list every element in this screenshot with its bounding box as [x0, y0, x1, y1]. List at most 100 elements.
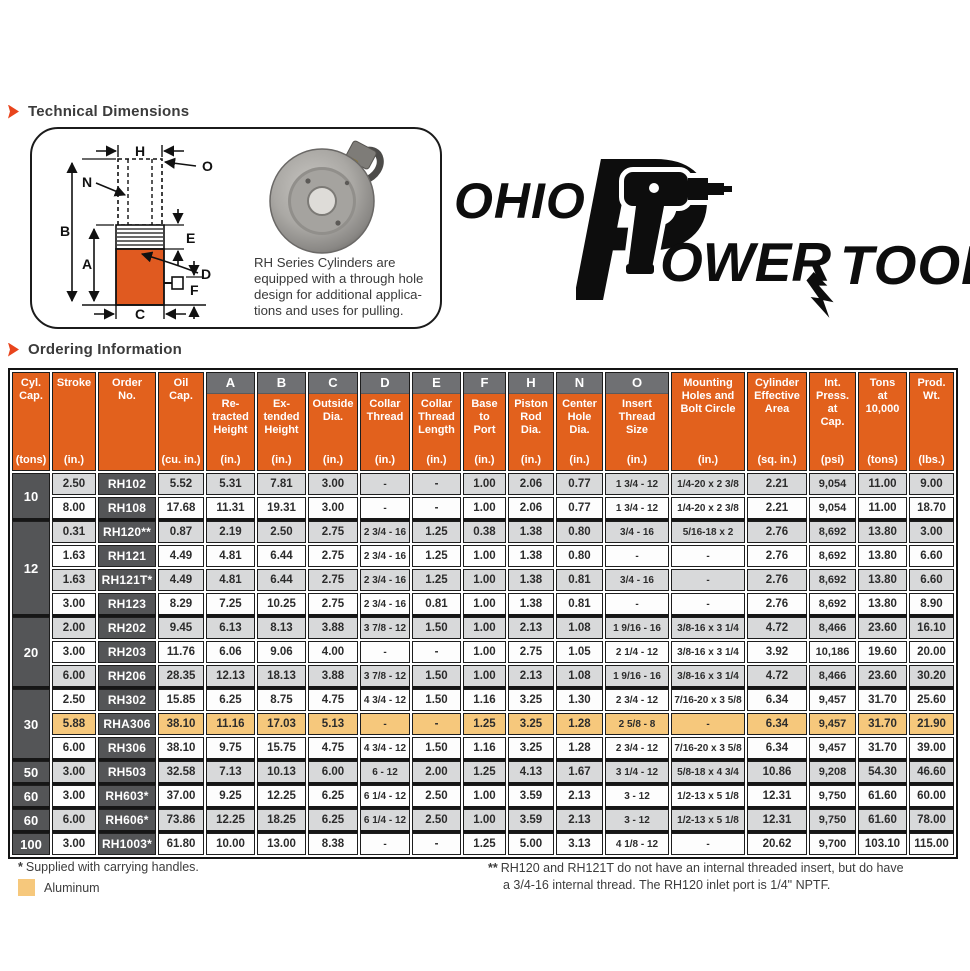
cell-cap: 100 [12, 833, 50, 855]
cell-cap: 30 [12, 689, 50, 759]
cell-mounting: 3/8-16 x 3 1/4 [671, 641, 745, 663]
cell-n: 0.81 [556, 593, 603, 615]
cell-press: 9,054 [809, 497, 856, 519]
aluminum-swatch [18, 879, 35, 896]
cell-f: 1.25 [463, 713, 506, 735]
cell-h: 5.00 [508, 833, 554, 855]
cell-o: 1 9/16 - 16 [605, 665, 669, 687]
svg-text:C: C [135, 306, 145, 322]
table-row: 1.63 RH121 4.49 4.81 6.44 2.75 2 3/4 - 16 1.25 1… [12, 545, 954, 567]
cell-a: 6.06 [206, 641, 255, 663]
footnotes-left: * Supplied with carrying handles. Aluminu… [18, 860, 199, 896]
cell-n: 0.81 [556, 569, 603, 591]
cell-area: 2.76 [747, 521, 807, 543]
cell-e: - [412, 473, 461, 495]
cell-area: 20.62 [747, 833, 807, 855]
cell-wt: 60.00 [909, 785, 954, 807]
cell-c: 5.13 [308, 713, 358, 735]
cell-oil: 0.87 [158, 521, 204, 543]
cell-press: 10,186 [809, 641, 856, 663]
table-row: 100 3.00 RH1003* 61.80 10.00 13.00 8.38- -1.25 5… [12, 833, 954, 855]
cell-stroke: 1.63 [52, 545, 96, 567]
cell-e: 2.50 [412, 785, 461, 807]
cell-o: - [605, 545, 669, 567]
cell-stroke: 3.00 [52, 833, 96, 855]
cell-e: 1.25 [412, 545, 461, 567]
cell-stroke: 5.88 [52, 713, 96, 735]
table-row: 5.88 RHA306 38.10 11.16 17.03 5.13- -1.25 3.25 1… [12, 713, 954, 735]
cell-h: 1.38 [508, 569, 554, 591]
cell-tons: 31.70 [858, 713, 907, 735]
cell-mounting: - [671, 593, 745, 615]
cell-tons: 31.70 [858, 689, 907, 711]
cell-order: RH203 [98, 641, 156, 663]
cell-mounting: 5/8-18 x 4 3/4 [671, 761, 745, 783]
cell-d: 3 7/8 - 12 [360, 617, 410, 639]
cell-o: 1 9/16 - 16 [605, 617, 669, 639]
svg-text:B: B [60, 223, 70, 239]
cell-tons: 23.60 [858, 665, 907, 687]
col-header-wt: Prod. Wt. (lbs.) [909, 372, 954, 471]
cell-e: 1.50 [412, 689, 461, 711]
cell-d: 2 3/4 - 16 [360, 521, 410, 543]
cell-area: 12.31 [747, 785, 807, 807]
col-letter-o: O [606, 373, 668, 394]
cell-d: 6 - 12 [360, 761, 410, 783]
cell-stroke: 2.50 [52, 689, 96, 711]
cell-cap: 10 [12, 473, 50, 519]
cell-wt: 21.90 [909, 713, 954, 735]
table-row: 10 2.50 RH102 5.52 5.31 7.81 3.00- -1.00 2.06 0.7… [12, 473, 954, 519]
cell-a: 4.81 [206, 545, 255, 567]
cell-wt: 78.00 [909, 809, 954, 831]
cell-oil: 8.29 [158, 593, 204, 615]
cell-area: 10.86 [747, 761, 807, 783]
cell-f: 1.00 [463, 665, 506, 687]
cell-c: 8.38 [308, 833, 358, 855]
svg-text:D: D [201, 266, 211, 282]
footnote-double-asterisk: ** [488, 861, 498, 875]
table-header-row: Cyl. Cap. (tons) Stroke (in.) Order No. Oil C… [12, 372, 954, 471]
cell-area: 6.34 [747, 689, 807, 711]
cell-a: 4.81 [206, 569, 255, 591]
cell-c: 2.75 [308, 545, 358, 567]
cell-b: 8.75 [257, 689, 306, 711]
cell-b: 10.13 [257, 761, 306, 783]
cell-n: 1.05 [556, 641, 603, 663]
cell-wt: 16.10 [909, 617, 954, 639]
col-header-oil: Oil Cap. (cu. in.) [158, 372, 204, 471]
cell-d: 2 3/4 - 16 [360, 545, 410, 567]
cell-tons: 13.80 [858, 545, 907, 567]
cell-c: 2.75 [308, 593, 358, 615]
col-header-a: A Re- tracted Height (in.) [206, 372, 255, 471]
cell-cap: 20 [12, 617, 50, 687]
cell-n: 1.08 [556, 665, 603, 687]
cell-cap: 60 [12, 785, 50, 807]
cell-area: 2.21 [747, 473, 807, 495]
cell-stroke: 3.00 [52, 641, 96, 663]
cell-f: 1.25 [463, 761, 506, 783]
col-header-c: C Outside Dia. (in.) [308, 372, 358, 471]
cell-n: 2.13 [556, 809, 603, 831]
cell-order: RH120** [98, 521, 156, 543]
cell-h: 2.13 [508, 665, 554, 687]
cell-a: 6.13 [206, 617, 255, 639]
cell-d: - [360, 641, 410, 663]
cell-tons: 19.60 [858, 641, 907, 663]
table-row: 1.63 RH121T* 4.49 4.81 6.44 2.75 2 3/4 - 16 1.2… [12, 569, 954, 591]
col-header-order: Order No. [98, 372, 156, 471]
cell-order: RH102 [98, 473, 156, 495]
logo-text-tool: TOOL [840, 234, 970, 296]
cell-f: 1.00 [463, 497, 506, 519]
cell-order: RH603* [98, 785, 156, 807]
col-letter-e: E [413, 373, 460, 394]
cell-stroke: 2.50 [52, 473, 96, 495]
cell-tons: 31.70 [858, 737, 907, 759]
cell-oil: 28.35 [158, 665, 204, 687]
cell-cap: 60 [12, 809, 50, 831]
col-header-f: F Base to Port (in.) [463, 372, 506, 471]
cell-press: 9,457 [809, 713, 856, 735]
footnote-asterisk: * [18, 860, 23, 874]
cylinder-photo [269, 140, 384, 254]
section-title: Technical Dimensions [28, 103, 190, 120]
